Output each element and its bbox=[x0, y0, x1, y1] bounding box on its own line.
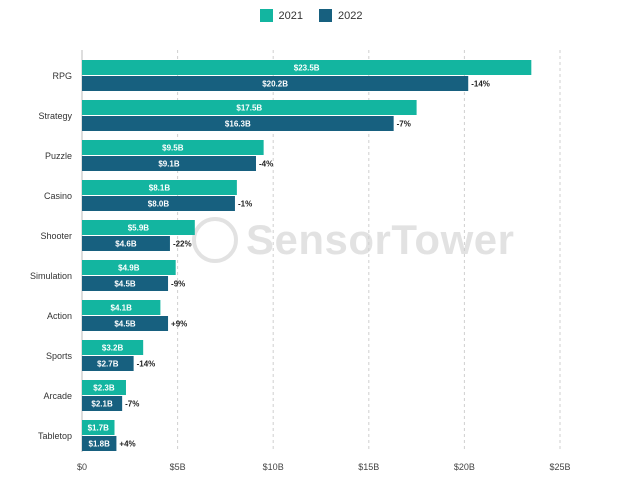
x-tick-label: $25B bbox=[549, 462, 570, 472]
bar-value-label: $1.7B bbox=[88, 424, 110, 433]
bar-value-label: $2.7B bbox=[97, 360, 119, 369]
bar-value-label: $4.9B bbox=[118, 264, 140, 273]
change-label: -14% bbox=[471, 80, 490, 89]
bar-2021 bbox=[82, 100, 417, 115]
category-label: Action bbox=[47, 311, 72, 321]
legend: 2021 2022 bbox=[0, 9, 622, 22]
bar-2021 bbox=[82, 340, 144, 355]
bar-2021 bbox=[82, 140, 264, 155]
bar-2021 bbox=[82, 180, 237, 195]
legend-label-2022: 2022 bbox=[338, 9, 363, 22]
bar-2021 bbox=[82, 260, 176, 275]
x-tick-label: $5B bbox=[170, 462, 186, 472]
bar-2021 bbox=[82, 60, 532, 75]
change-label: -7% bbox=[125, 400, 139, 409]
x-tick-label: $15B bbox=[358, 462, 379, 472]
category-label: Strategy bbox=[38, 111, 72, 121]
bar-2022 bbox=[82, 316, 169, 331]
bar-2022 bbox=[82, 396, 123, 411]
bar-value-label: $9.5B bbox=[162, 144, 184, 153]
change-label: +9% bbox=[171, 320, 187, 329]
bar-2022 bbox=[82, 236, 170, 251]
bar-2021 bbox=[82, 420, 115, 435]
bar-2022 bbox=[82, 356, 134, 371]
bar-value-label: $4.1B bbox=[111, 304, 133, 313]
bar-value-label: $17.5B bbox=[236, 104, 262, 113]
x-tick-label: $0 bbox=[77, 462, 87, 472]
bar-value-label: $20.2B bbox=[262, 80, 288, 89]
change-label: -22% bbox=[173, 240, 192, 249]
bar-value-label: $3.2B bbox=[102, 344, 124, 353]
bar-2022 bbox=[82, 276, 169, 291]
bar-value-label: $4.5B bbox=[114, 280, 136, 289]
bar-value-label: $2.3B bbox=[93, 384, 115, 393]
change-label: +4% bbox=[119, 440, 135, 449]
x-tick-label: $10B bbox=[263, 462, 284, 472]
bar-2022 bbox=[82, 76, 469, 91]
bar-value-label: $1.8B bbox=[89, 440, 111, 449]
category-label: Tabletop bbox=[38, 431, 72, 441]
x-tick-label: $20B bbox=[454, 462, 475, 472]
legend-label-2021: 2021 bbox=[278, 9, 303, 22]
category-label: RPG bbox=[52, 71, 72, 81]
legend-swatch-2021 bbox=[259, 9, 273, 22]
bar-value-label: $4.6B bbox=[115, 240, 137, 249]
legend-item-2022: 2022 bbox=[319, 9, 362, 22]
watermark-text: SensorTower bbox=[246, 216, 515, 263]
bar-value-label: $23.5B bbox=[294, 64, 320, 73]
legend-item-2021: 2021 bbox=[259, 9, 303, 22]
change-label: -1% bbox=[238, 200, 252, 209]
bar-value-label: $5.9B bbox=[128, 224, 150, 233]
legend-swatch-2022 bbox=[319, 9, 332, 22]
change-label: -9% bbox=[171, 280, 185, 289]
change-label: -7% bbox=[397, 120, 411, 129]
category-label: Shooter bbox=[40, 231, 72, 241]
bar-2021 bbox=[82, 300, 161, 315]
bar-2022 bbox=[82, 196, 235, 211]
bar-value-label: $16.3B bbox=[225, 120, 251, 129]
bar-2022 bbox=[82, 116, 394, 131]
bar-2022 bbox=[82, 436, 117, 451]
change-label: -4% bbox=[259, 160, 273, 169]
watermark: SensorTower bbox=[192, 216, 514, 264]
sensortower-logo-icon bbox=[192, 217, 238, 263]
bar-2021 bbox=[82, 380, 126, 395]
category-label: Casino bbox=[44, 191, 72, 201]
bar-value-label: $8.0B bbox=[148, 200, 170, 209]
bar-value-label: $8.1B bbox=[149, 184, 171, 193]
category-label: Simulation bbox=[30, 271, 72, 281]
category-label: Puzzle bbox=[45, 151, 72, 161]
bar-value-label: $9.1B bbox=[158, 160, 180, 169]
change-label: -14% bbox=[137, 360, 156, 369]
bar-value-label: $2.1B bbox=[91, 400, 113, 409]
bar-2021 bbox=[82, 220, 195, 235]
category-label: Arcade bbox=[43, 391, 72, 401]
category-label: Sports bbox=[46, 351, 73, 361]
bar-2022 bbox=[82, 156, 256, 171]
bar-value-label: $4.5B bbox=[114, 320, 136, 329]
